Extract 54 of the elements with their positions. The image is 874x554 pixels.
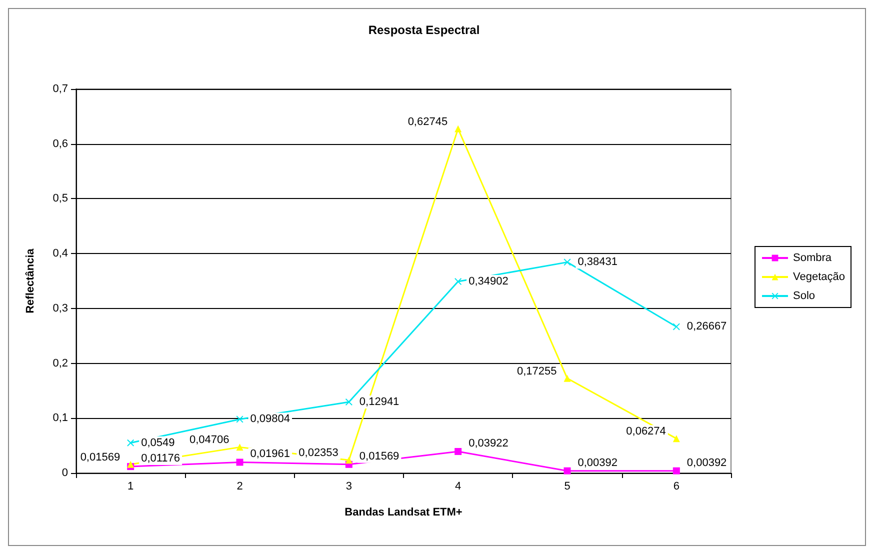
- x-tick-label: 2: [236, 480, 243, 492]
- point: [454, 278, 462, 286]
- x-axis-title: Bandas Landsat ETM+: [344, 506, 462, 518]
- data-label: 0,09804: [250, 413, 290, 426]
- point: [127, 460, 134, 468]
- point: [564, 467, 571, 474]
- y-tick-label: 0,7: [52, 83, 68, 95]
- x-tick-label: 5: [564, 480, 570, 492]
- point: [672, 467, 680, 474]
- data-label: 0,01569: [359, 450, 400, 462]
- point: [564, 258, 571, 266]
- point: [236, 416, 244, 423]
- data-label: 0,04706: [189, 434, 230, 446]
- point: [672, 435, 680, 442]
- data-label: 0,62745: [408, 116, 448, 128]
- data-label: 0,03922: [468, 437, 508, 450]
- data-label: 0,17255: [516, 365, 557, 378]
- point: [454, 125, 462, 132]
- point: [345, 456, 352, 464]
- chart-title: Resposta Espectral: [368, 23, 480, 37]
- x-tick-label: 1: [128, 480, 134, 492]
- data-label: 0,26667: [686, 320, 727, 333]
- y-tick-label: 0,5: [52, 192, 68, 205]
- point: [454, 448, 462, 455]
- y-tick-label: 0: [62, 467, 68, 479]
- data-label: 0,0549: [141, 436, 175, 449]
- data-label: 0,01176: [141, 452, 180, 465]
- y-tick-label: 0,1: [52, 412, 68, 424]
- legend-label: Sombra: [793, 252, 832, 264]
- x-tick-label: 3: [346, 480, 352, 492]
- legend-label: Vegetação: [793, 271, 846, 283]
- y-tick-label: 0,4: [52, 248, 68, 260]
- point: [345, 398, 352, 406]
- point: [236, 444, 244, 451]
- point: [564, 374, 571, 382]
- data-label: 0,01569: [80, 451, 120, 464]
- x-tick-label: 6: [673, 480, 680, 492]
- data-label: 0,06274: [626, 426, 666, 438]
- y-tick-label: 0,6: [52, 138, 68, 150]
- data-label: 0,02353: [298, 447, 338, 460]
- data-label: 0,01961: [250, 448, 290, 460]
- y-tick-label: 0,2: [52, 357, 68, 370]
- point: [127, 439, 134, 446]
- data-label: 0,00392: [686, 456, 727, 469]
- point: [236, 458, 244, 466]
- y-tick-label: 0,3: [52, 302, 68, 314]
- y-axis-title: Reflectância: [24, 248, 36, 314]
- data-label: 0,38431: [578, 256, 618, 268]
- point: [672, 323, 680, 330]
- data-label: 0,00392: [578, 456, 618, 469]
- x-tick-label: 4: [455, 480, 462, 492]
- data-label: 0,34902: [468, 276, 508, 288]
- legend-label: Solo: [793, 290, 816, 302]
- data-label: 0,12941: [359, 396, 400, 408]
